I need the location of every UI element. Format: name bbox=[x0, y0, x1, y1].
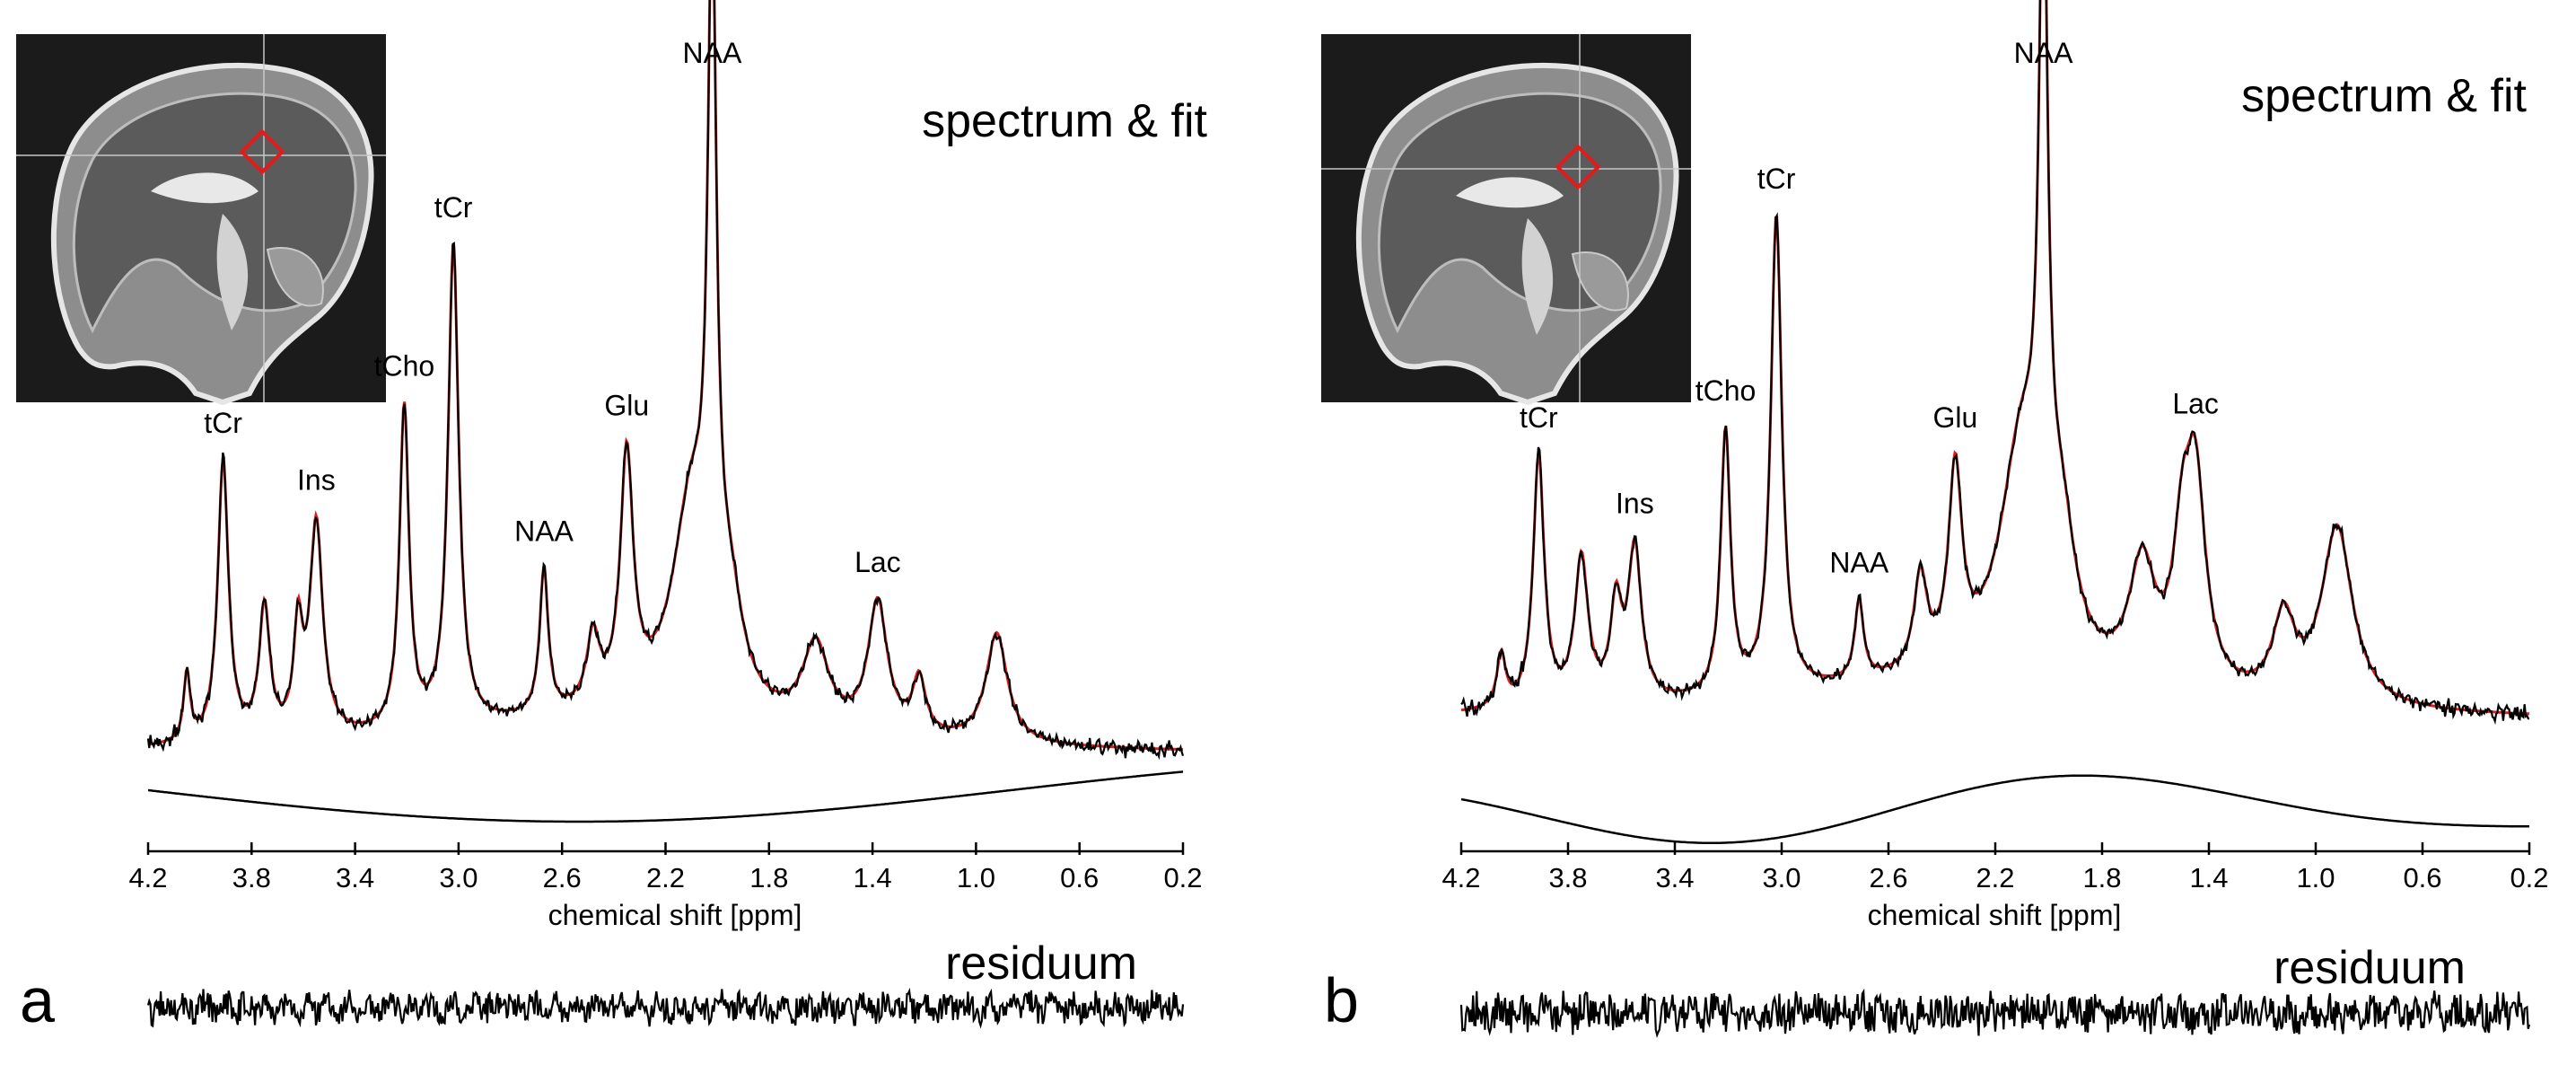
panel-letter-b: b bbox=[1324, 965, 1359, 1035]
x-tick-label: 4.2 bbox=[128, 862, 167, 893]
x-tick-label: 3.0 bbox=[439, 862, 478, 893]
x-axis-a: 4.2 3.8 3.4 3.0 2.6 2.2 1.8 1.4 1.0 0.6 0.2 chemic… bbox=[128, 842, 1203, 931]
residual-curve-b bbox=[1459, 988, 2531, 1039]
peak-label-tcho: tCho bbox=[374, 350, 435, 383]
x-tick-label: 1.8 bbox=[749, 862, 788, 893]
residual-label-a: residuum bbox=[945, 937, 1137, 990]
plot-area-a: tCr Ins tCho tCr NAA Glu NAA Lac bbox=[146, 0, 1185, 823]
title-b: spectrum & fit bbox=[2241, 70, 2527, 122]
baseline-curve-b bbox=[1460, 774, 2529, 845]
spectrum-curve-a bbox=[146, 0, 1185, 761]
x-tick-label: 3.0 bbox=[1762, 862, 1801, 893]
x-axis-label-b: chemical shift [ppm] bbox=[1868, 899, 2122, 931]
x-tick-label: 3.8 bbox=[1548, 862, 1587, 893]
x-tick-label: 4.2 bbox=[1441, 862, 1480, 893]
peak-label-lac: Lac bbox=[854, 546, 901, 578]
x-tick-label: 2.6 bbox=[1869, 862, 1907, 893]
mri-sagittal-thumbnail-a bbox=[16, 34, 386, 406]
peak-label-tcr: tCr bbox=[434, 191, 473, 224]
x-tick-label: 3.4 bbox=[336, 862, 374, 893]
peak-label-naa: NAA bbox=[1829, 547, 1888, 579]
peak-label-glu: Glu bbox=[1932, 401, 1977, 434]
x-tick-label: 0.6 bbox=[1060, 862, 1099, 893]
x-tick-label: 3.4 bbox=[1655, 862, 1694, 893]
panel-letter-a: a bbox=[20, 965, 55, 1035]
peak-label-tcr: tCr bbox=[204, 407, 242, 439]
x-tick-label: 1.4 bbox=[854, 862, 892, 893]
peak-label-naa: NAA bbox=[2014, 37, 2073, 69]
x-tick-label: 3.8 bbox=[232, 862, 271, 893]
voxel-marker-a bbox=[239, 128, 285, 175]
x-tick-label: 2.2 bbox=[646, 862, 685, 893]
x-axis-label-a: chemical shift [ppm] bbox=[548, 899, 802, 931]
peak-label-naa: NAA bbox=[682, 37, 741, 69]
peak-label-tcr: tCr bbox=[1520, 401, 1558, 434]
mri-sagittal-thumbnail-b bbox=[1321, 34, 1691, 406]
title-a: spectrum & fit bbox=[922, 95, 1207, 147]
peak-label-ins: Ins bbox=[297, 464, 336, 497]
peak-label-tcr: tCr bbox=[1757, 163, 1796, 195]
panel-b: spectrum & fit tCr Ins tCho tCr NAA Glu NAA Lac… bbox=[1321, 0, 2549, 1039]
peak-label-glu: Glu bbox=[604, 390, 649, 422]
peak-label-tcho: tCho bbox=[1695, 374, 1757, 407]
x-tick-label: 0.2 bbox=[2510, 862, 2548, 893]
plot-area-b: tCr Ins tCho tCr NAA Glu NAA Lac bbox=[1460, 0, 2530, 845]
peak-label-naa: NAA bbox=[514, 515, 574, 548]
x-tick-label: 1.4 bbox=[2189, 862, 2228, 893]
peak-labels-a: tCr Ins tCho tCr NAA Glu NAA Lac bbox=[204, 37, 900, 578]
x-tick-label: 2.2 bbox=[1976, 862, 2014, 893]
x-tick-label: 0.2 bbox=[1163, 862, 1202, 893]
peak-labels-b: tCr Ins tCho tCr NAA Glu NAA Lac bbox=[1520, 37, 2219, 579]
x-tick-label: 2.6 bbox=[543, 862, 582, 893]
x-tick-label: 1.8 bbox=[2082, 862, 2121, 893]
voxel-marker-b bbox=[1555, 144, 1601, 190]
x-axis-b: 4.2 3.8 3.4 3.0 2.6 2.2 1.8 1.4 1.0 0.6 0.2 chemic… bbox=[1441, 842, 2549, 931]
x-tick-label: 1.0 bbox=[2296, 862, 2335, 893]
peak-label-lac: Lac bbox=[2172, 387, 2219, 419]
residual-curve-a bbox=[146, 987, 1185, 1029]
spectrum-curve-b bbox=[1460, 0, 2529, 726]
x-tick-label: 0.6 bbox=[2403, 862, 2441, 893]
x-tick-label: 1.0 bbox=[957, 862, 995, 893]
residual-label-b: residuum bbox=[2274, 942, 2466, 994]
peak-label-ins: Ins bbox=[1616, 487, 1654, 519]
baseline-curve-a bbox=[147, 770, 1184, 823]
panel-a: spectrum & fit tCr Ins tCho tCr NAA Glu NAA Lac… bbox=[16, 0, 1208, 1035]
